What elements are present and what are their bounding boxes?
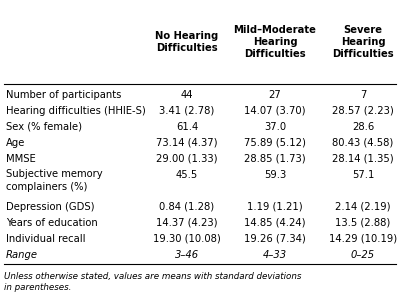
Text: 29.00 (1.33): 29.00 (1.33) xyxy=(156,154,218,164)
Text: 3–46: 3–46 xyxy=(175,250,199,260)
Text: Sex (% female): Sex (% female) xyxy=(6,122,82,132)
Text: 75.89 (5.12): 75.89 (5.12) xyxy=(244,138,306,148)
Text: 61.4: 61.4 xyxy=(176,122,198,132)
Text: 45.5: 45.5 xyxy=(176,170,198,180)
Text: 57.1: 57.1 xyxy=(352,170,374,180)
Text: MMSE: MMSE xyxy=(6,154,36,164)
Text: Severe
Hearing
Difficulties: Severe Hearing Difficulties xyxy=(332,25,394,59)
Text: 19.30 (10.08): 19.30 (10.08) xyxy=(153,234,221,244)
Text: 7: 7 xyxy=(360,90,366,100)
Text: Hearing difficulties (HHIE-S): Hearing difficulties (HHIE-S) xyxy=(6,106,146,116)
Text: 0.84 (1.28): 0.84 (1.28) xyxy=(160,202,214,212)
Text: Mild–Moderate
Hearing
Difficulties: Mild–Moderate Hearing Difficulties xyxy=(234,25,316,59)
Text: 28.57 (2.23): 28.57 (2.23) xyxy=(332,106,394,116)
Text: Range: Range xyxy=(6,250,38,260)
Text: 59.3: 59.3 xyxy=(264,170,286,180)
Text: 73.14 (4.37): 73.14 (4.37) xyxy=(156,138,218,148)
Text: 4–33: 4–33 xyxy=(263,250,287,260)
Text: Years of education: Years of education xyxy=(6,218,98,228)
Text: 14.29 (10.19): 14.29 (10.19) xyxy=(329,234,397,244)
Text: 1.19 (1.21): 1.19 (1.21) xyxy=(247,202,303,212)
Text: 80.43 (4.58): 80.43 (4.58) xyxy=(332,138,394,148)
Text: 14.85 (4.24): 14.85 (4.24) xyxy=(244,218,306,228)
Text: Unless otherwise stated, values are means with standard deviations
in parenthese: Unless otherwise stated, values are mean… xyxy=(4,272,301,292)
Text: 14.07 (3.70): 14.07 (3.70) xyxy=(244,106,306,116)
Text: Subjective memory
complainers (%): Subjective memory complainers (%) xyxy=(6,169,103,192)
Text: 28.6: 28.6 xyxy=(352,122,374,132)
Text: 19.26 (7.34): 19.26 (7.34) xyxy=(244,234,306,244)
Text: 14.37 (4.23): 14.37 (4.23) xyxy=(156,218,218,228)
Text: 2.14 (2.19): 2.14 (2.19) xyxy=(335,202,391,212)
Text: 3.41 (2.78): 3.41 (2.78) xyxy=(159,106,215,116)
Text: Age: Age xyxy=(6,138,25,148)
Text: 28.85 (1.73): 28.85 (1.73) xyxy=(244,154,306,164)
Text: 27: 27 xyxy=(269,90,281,100)
Text: Number of participants: Number of participants xyxy=(6,90,121,100)
Text: Individual recall: Individual recall xyxy=(6,234,86,244)
Text: 28.14 (1.35): 28.14 (1.35) xyxy=(332,154,394,164)
Text: 0–25: 0–25 xyxy=(351,250,375,260)
Text: 44: 44 xyxy=(181,90,193,100)
Text: 13.5 (2.88): 13.5 (2.88) xyxy=(335,218,391,228)
Text: 37.0: 37.0 xyxy=(264,122,286,132)
Text: Depression (GDS): Depression (GDS) xyxy=(6,202,94,212)
Text: No Hearing
Difficulties: No Hearing Difficulties xyxy=(155,31,219,53)
